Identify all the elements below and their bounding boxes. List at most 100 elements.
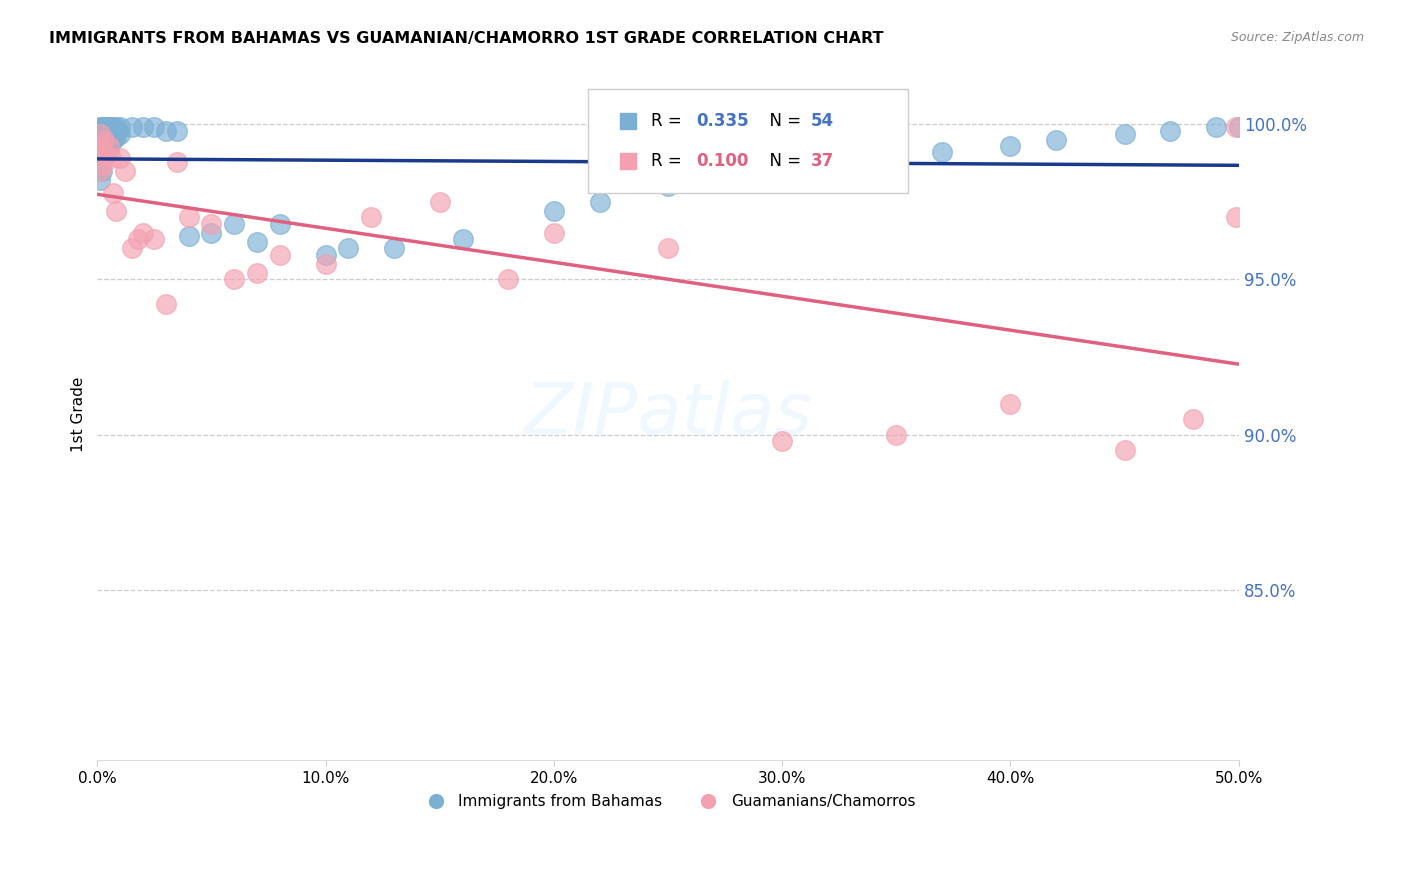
Point (1114, 443, 1136, 458)
Point (166, 154, 188, 169)
Point (93, 120, 115, 135)
Legend: Immigrants from Bahamas, Guamanians/Chamorros: Immigrants from Bahamas, Guamanians/Cham… (415, 788, 922, 815)
Point (132, 226, 155, 240)
Point (1114, 127, 1136, 141)
Point (97, 139, 120, 153)
Point (121, 242, 143, 256)
Point (269, 248, 291, 262)
Point (93, 133, 115, 147)
Point (143, 232, 166, 246)
Point (90, 129, 112, 144)
Point (1182, 412, 1205, 426)
Text: N =: N = (759, 112, 807, 130)
Point (100, 120, 122, 135)
Point (657, 242, 679, 256)
Point (451, 232, 474, 246)
Point (931, 145, 953, 160)
Point (246, 235, 269, 250)
Point (90, 120, 112, 135)
Point (177, 211, 200, 225)
Point (100, 133, 122, 147)
Text: IMMIGRANTS FROM BAHAMAS VS GUAMANIAN/CHAMORRO 1ST GRADE CORRELATION CHART: IMMIGRANTS FROM BAHAMAS VS GUAMANIAN/CHA… (49, 31, 884, 46)
Point (200, 217, 222, 231)
Point (886, 152, 908, 166)
Point (543, 226, 565, 240)
Point (177, 229, 200, 244)
Point (104, 129, 127, 144)
Point (1159, 123, 1181, 137)
Point (200, 226, 222, 240)
Point (770, 164, 793, 178)
Point (588, 194, 610, 209)
Point (496, 272, 519, 286)
Point (1225, 211, 1247, 225)
Point (315, 257, 337, 271)
Point (155, 123, 177, 137)
Point (114, 164, 136, 178)
Point (1000, 139, 1022, 153)
Point (93, 133, 115, 147)
Point (90, 164, 112, 178)
Point (224, 217, 246, 231)
Point (725, 173, 748, 187)
Point (429, 194, 451, 209)
Point (103, 186, 125, 200)
Point (1000, 396, 1022, 410)
Point (770, 434, 793, 448)
Point (1227, 120, 1250, 135)
Point (103, 133, 125, 147)
Point (108, 127, 131, 141)
Point (360, 211, 382, 225)
Point (89, 154, 111, 169)
Text: Source: ZipAtlas.com: Source: ZipAtlas.com (1230, 31, 1364, 45)
Point (143, 120, 166, 135)
Point (89, 127, 111, 141)
Y-axis label: 1st Grade: 1st Grade (72, 376, 86, 452)
Point (543, 204, 565, 219)
Point (108, 120, 131, 135)
Text: N =: N = (759, 152, 807, 170)
Point (886, 427, 908, 442)
Point (89, 145, 111, 160)
Point (121, 120, 143, 135)
Point (107, 123, 129, 137)
Point (104, 120, 127, 135)
Point (104, 204, 127, 219)
Point (132, 120, 155, 135)
Point (100, 152, 122, 166)
Point (1225, 120, 1247, 135)
Point (155, 297, 177, 311)
Point (127, 232, 149, 246)
Text: ZIPatlas: ZIPatlas (523, 380, 813, 449)
Point (269, 217, 291, 231)
Point (97, 129, 120, 144)
Point (97, 142, 120, 156)
Point (96, 136, 118, 150)
Point (89, 139, 111, 153)
Point (90, 139, 112, 153)
Text: 54: 54 (811, 112, 834, 130)
Point (224, 272, 246, 286)
Point (166, 123, 188, 137)
Point (108, 152, 131, 166)
Point (97, 120, 120, 135)
Point (90, 145, 112, 160)
Point (1045, 133, 1067, 147)
Point (93, 148, 115, 162)
Point (337, 242, 360, 256)
Point (1205, 120, 1227, 135)
Text: 0.335: 0.335 (696, 112, 749, 130)
Point (315, 248, 337, 262)
Point (89, 173, 111, 187)
Point (90, 158, 112, 172)
Point (103, 120, 125, 135)
Point (89, 127, 111, 141)
Text: R =: R = (651, 112, 688, 130)
Point (89, 164, 111, 178)
Point (382, 242, 405, 256)
FancyBboxPatch shape (588, 89, 908, 193)
Point (657, 179, 679, 194)
Text: 37: 37 (811, 152, 834, 170)
Point (96, 148, 118, 162)
Text: R =: R = (651, 152, 688, 170)
